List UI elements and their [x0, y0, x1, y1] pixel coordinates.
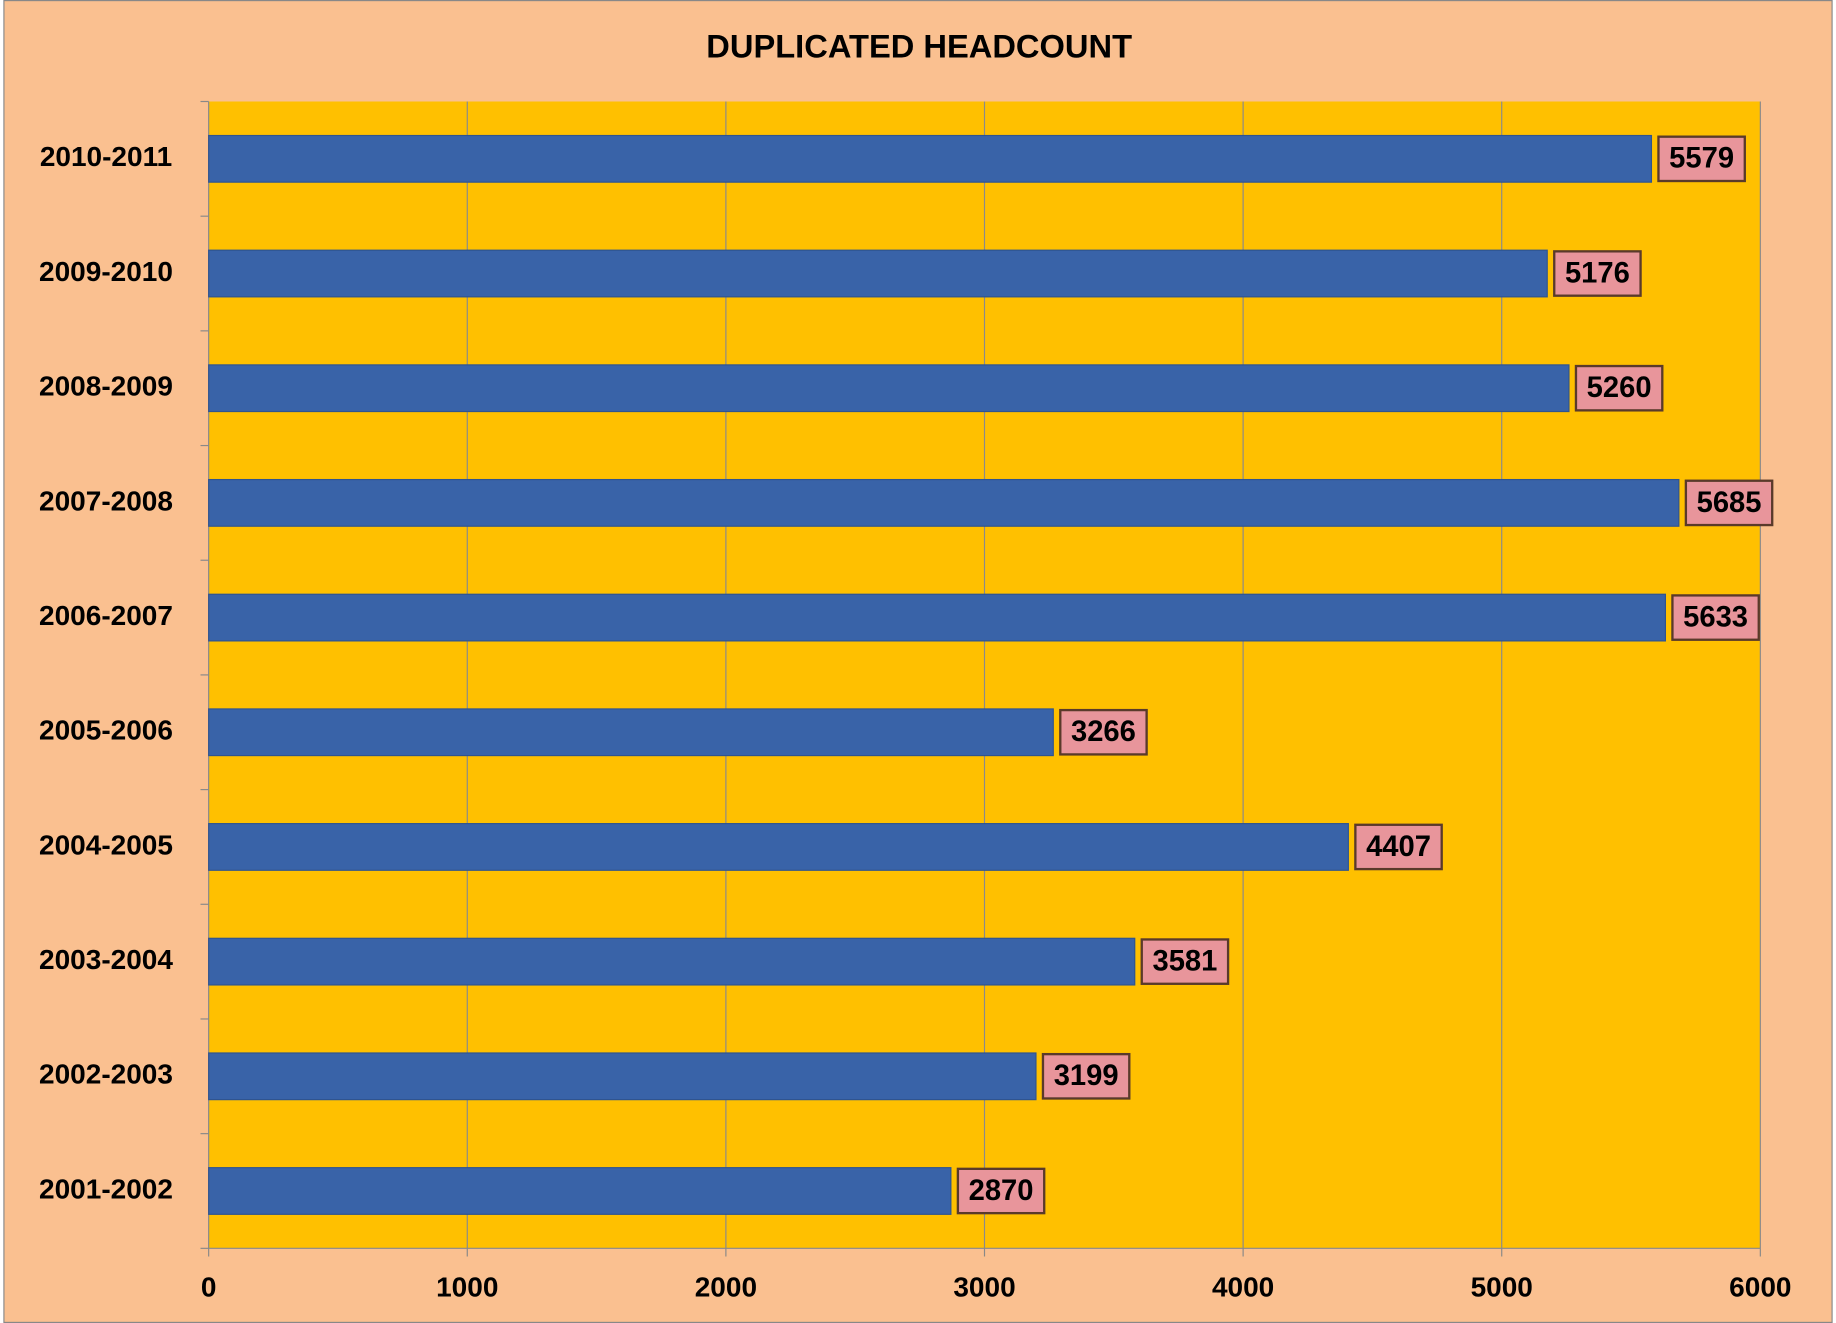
data-label: 2870 — [969, 1175, 1034, 1207]
bar — [208, 1167, 952, 1215]
bar — [208, 593, 1667, 642]
chart-title: DUPLICATED HEADCOUNT — [706, 28, 1132, 65]
bar — [208, 823, 1349, 871]
data-label-box — [1574, 364, 1664, 412]
y-tick-label: 2009-2010 — [39, 256, 173, 287]
bar — [208, 134, 1653, 183]
x-tick-label: 0 — [201, 1272, 217, 1303]
bar — [208, 364, 1570, 413]
x-tick-label: 4000 — [1212, 1272, 1274, 1303]
bar — [208, 478, 1680, 527]
bar — [208, 249, 1548, 298]
data-label: 5633 — [1683, 601, 1748, 633]
y-tick-label: 2010-2011 — [40, 141, 172, 172]
y-tick-label: 2004-2005 — [39, 829, 173, 860]
data-label-box — [1553, 250, 1642, 297]
x-tick-label: 1000 — [436, 1272, 498, 1303]
y-tick-label: 2006-2007 — [39, 600, 173, 631]
data-label-box — [956, 1167, 1046, 1215]
y-tick-label: 2008-2009 — [39, 371, 173, 402]
data-label: 5260 — [1587, 372, 1652, 404]
bar — [208, 1052, 1037, 1101]
x-tick-label: 2000 — [695, 1272, 757, 1303]
data-label: 4407 — [1366, 831, 1431, 863]
data-label-box — [1041, 1052, 1131, 1100]
data-label-box — [1140, 938, 1230, 985]
x-tick-label: 5000 — [1471, 1272, 1533, 1303]
data-label-box — [1354, 823, 1443, 871]
data-label-box — [1671, 594, 1760, 641]
y-tick-label: 2002-2003 — [39, 1059, 173, 1090]
y-tick-label: 2003-2004 — [39, 944, 173, 975]
y-tick-label: 2005-2006 — [39, 715, 173, 746]
data-label-box — [1684, 479, 1774, 527]
bar — [208, 708, 1054, 757]
y-tick-label: 2001-2002 — [39, 1173, 173, 1204]
data-label-box — [1059, 708, 1148, 756]
data-label: 3199 — [1054, 1060, 1119, 1092]
y-tick-label: 2007-2008 — [39, 485, 173, 516]
data-label-box — [1657, 135, 1746, 183]
data-label: 5176 — [1565, 257, 1630, 289]
data-label: 5685 — [1697, 487, 1762, 519]
data-label: 3266 — [1071, 716, 1136, 748]
bar — [208, 937, 1136, 986]
data-label: 5579 — [1669, 143, 1734, 175]
x-tick-label: 3000 — [953, 1272, 1015, 1303]
data-label: 3581 — [1152, 945, 1217, 977]
x-tick-label: 6000 — [1729, 1272, 1791, 1303]
